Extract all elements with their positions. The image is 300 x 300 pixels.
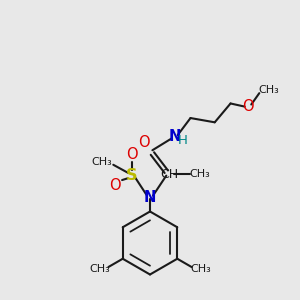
Text: O: O [138, 135, 150, 150]
Text: N: N [169, 129, 181, 144]
Text: O: O [126, 147, 137, 162]
Text: CH₃: CH₃ [259, 85, 280, 95]
Text: S: S [126, 168, 137, 183]
Text: CH₃: CH₃ [190, 263, 211, 274]
Text: CH₃: CH₃ [91, 157, 112, 167]
Text: H: H [178, 134, 188, 147]
Text: CH: CH [160, 168, 178, 181]
Text: O: O [242, 99, 254, 114]
Text: CH₃: CH₃ [89, 263, 110, 274]
Text: N: N [144, 190, 156, 205]
Text: O: O [109, 178, 120, 193]
Text: CH₃: CH₃ [190, 169, 211, 179]
